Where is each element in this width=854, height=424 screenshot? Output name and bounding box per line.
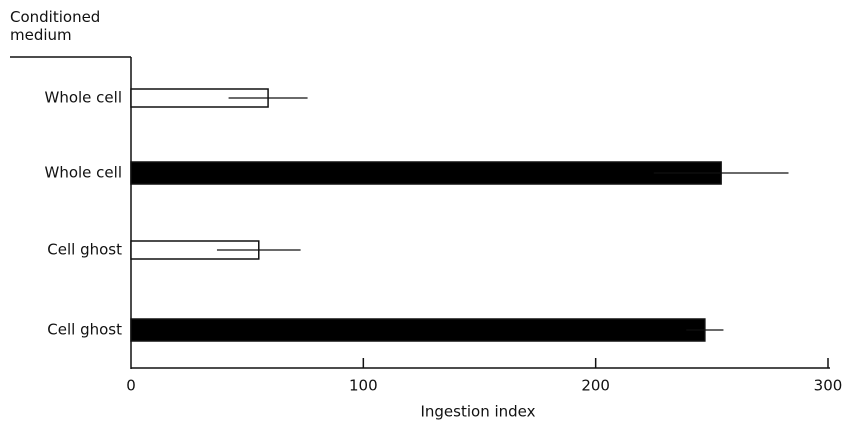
x-axis-label: Ingestion index	[420, 403, 535, 421]
x-tick-label: 200	[581, 377, 610, 395]
y-axis-label: Conditioned medium	[10, 8, 101, 44]
x-tick-label: 0	[126, 377, 136, 395]
x-tick-label: 100	[349, 377, 378, 395]
y-tick-label: Whole cell	[45, 89, 123, 107]
x-tick-label: 300	[814, 377, 843, 395]
bar	[130, 161, 722, 185]
y-tick-label: Cell ghost	[47, 321, 122, 339]
y-tick-label: Cell ghost	[47, 241, 122, 259]
bar	[130, 318, 706, 342]
y-tick-label: Whole cell	[45, 164, 123, 182]
